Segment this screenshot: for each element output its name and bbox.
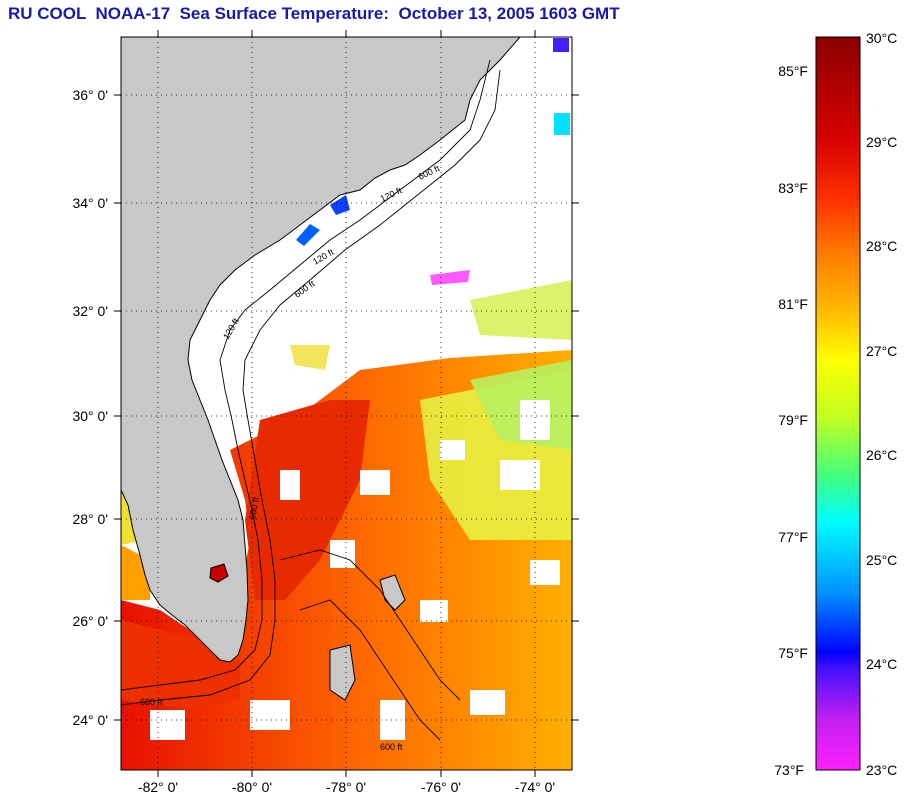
colorbar: 85°F 83°F 81°F 79°F 77°F 75°F 73°F 30°C … — [774, 30, 897, 778]
fahrenheit-label: 77°F — [778, 529, 808, 545]
colorbar-celsius-labels: 30°C 29°C 28°C 27°C 26°C 25°C 24°C 23°C — [866, 30, 897, 778]
fahrenheit-label: 75°F — [778, 645, 808, 661]
latitude-labels: 36° 0' 34° 0' 32° 0' 30° 0' 28° 0' 26° 0… — [72, 87, 108, 728]
lat-label-36: 36° 0' — [72, 87, 108, 103]
lat-label-34: 34° 0' — [72, 195, 108, 211]
lon-label-74: -74° 0' — [515, 779, 555, 795]
colorbar-gradient — [815, 36, 861, 771]
lake-okeechobee — [209, 563, 229, 583]
celsius-label: 26°C — [866, 447, 897, 463]
celsius-label: 25°C — [866, 552, 897, 568]
fahrenheit-label: 81°F — [778, 296, 808, 312]
longitude-labels: -82° 0' -80° 0' -78° 0' -76° 0' -74° 0' — [138, 779, 555, 795]
celsius-label: 28°C — [866, 238, 897, 254]
celsius-label: 27°C — [866, 343, 897, 359]
celsius-label: 29°C — [866, 134, 897, 150]
map-panel: 120 ft 600 ft 120 ft 600 ft 120 ft 600 f… — [121, 37, 572, 770]
celsius-label: 24°C — [866, 656, 897, 672]
celsius-label: 30°C — [866, 30, 897, 46]
lat-label-24: 24° 0' — [72, 712, 108, 728]
cloud-speckles — [150, 400, 560, 740]
lat-label-30: 30° 0' — [72, 408, 108, 424]
lat-label-28: 28° 0' — [72, 511, 108, 527]
fahrenheit-label: 85°F — [778, 63, 808, 79]
lon-label-80: -80° 0' — [232, 779, 272, 795]
colorbar-fahrenheit-labels: 85°F 83°F 81°F 79°F 77°F 75°F 73°F — [774, 63, 808, 778]
lat-label-32: 32° 0' — [72, 303, 108, 319]
map-title: RU COOL NOAA-17 Sea Surface Temperature:… — [8, 4, 620, 23]
celsius-label: 23°C — [866, 762, 897, 778]
isobath-lines — [121, 59, 501, 741]
lon-label-78: -78° 0' — [326, 779, 366, 795]
land-mass — [121, 37, 521, 663]
isobath-label: 600 ft — [380, 742, 403, 752]
fahrenheit-label: 83°F — [778, 180, 808, 196]
fahrenheit-label: 79°F — [778, 412, 808, 428]
axis-ticks — [114, 30, 579, 777]
isobath-label: 600 ft — [247, 496, 261, 520]
bahamas-andros — [329, 644, 356, 701]
graticule — [121, 37, 572, 770]
lon-label-82: -82° 0' — [138, 779, 178, 795]
isobath-label: 600 ft — [140, 697, 163, 707]
lon-label-76: -76° 0' — [421, 779, 461, 795]
fahrenheit-label: 73°F — [774, 762, 804, 778]
lat-label-26: 26° 0' — [72, 613, 108, 629]
